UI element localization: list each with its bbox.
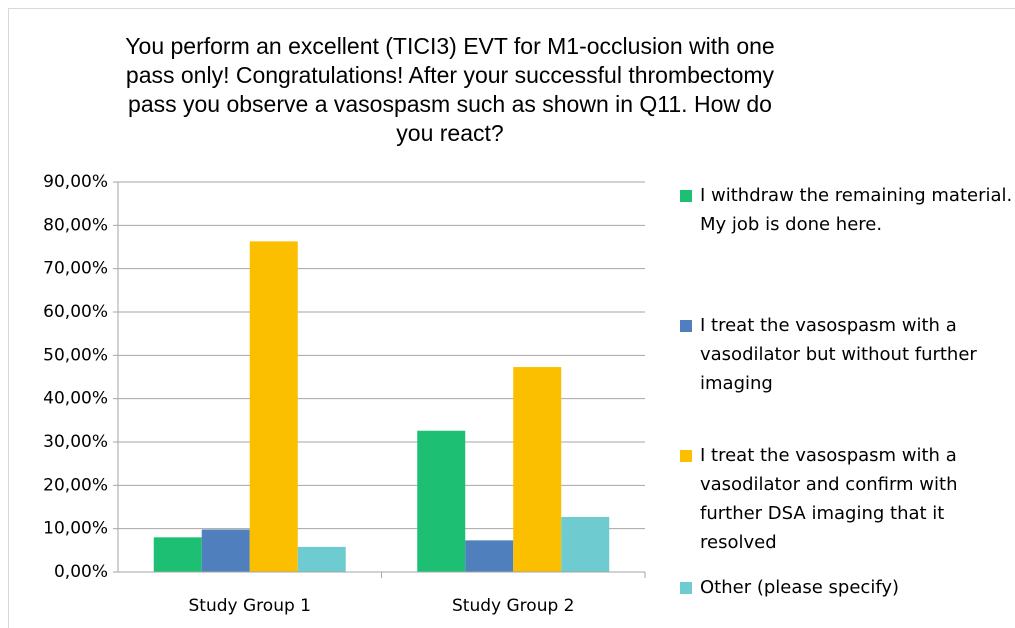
legend-entry: Other (please specify) xyxy=(680,573,1015,602)
x-tick-label: Study Group 1 xyxy=(189,596,311,616)
legend-swatch xyxy=(680,450,692,462)
y-tick-label: 30,00% xyxy=(43,432,108,452)
y-tick-label: 80,00% xyxy=(43,215,108,235)
y-tick-label: 50,00% xyxy=(43,345,108,365)
y-tick-label: 10,00% xyxy=(43,519,108,539)
legend-entry: I treat the vasospasm with a vasodilator… xyxy=(680,311,1015,398)
bar xyxy=(201,529,250,572)
bar xyxy=(297,546,346,572)
legend-entry: I treat the vasospasm with a vasodilator… xyxy=(680,441,1015,557)
chart-title: You perform an excellent (TICI3) EVT for… xyxy=(125,33,775,146)
legend-swatch xyxy=(680,582,692,594)
bar xyxy=(561,516,610,572)
y-tick-label: 40,00% xyxy=(43,389,108,409)
bar xyxy=(465,540,514,572)
bar xyxy=(153,537,202,572)
y-tick-label: 20,00% xyxy=(43,475,108,495)
bar xyxy=(417,430,466,572)
y-tick-label: 90,00% xyxy=(43,172,108,192)
frame xyxy=(8,8,1015,628)
legend-label: I treat the vasospasm with a vasodilator… xyxy=(700,315,977,394)
y-tick-label: 70,00% xyxy=(43,259,108,279)
legend-label: Other (please specify) xyxy=(700,577,900,598)
legend-swatch xyxy=(680,190,692,202)
legend-swatch xyxy=(680,320,692,332)
legend-label: I withdraw the remaining material. My jo… xyxy=(700,185,1013,235)
y-tick-label: 0,00% xyxy=(54,562,108,582)
x-tick-label: Study Group 2 xyxy=(452,596,574,616)
y-tick-label: 60,00% xyxy=(43,302,108,322)
legend-entry: I withdraw the remaining material. My jo… xyxy=(680,181,1015,239)
legend-label: I treat the vasospasm with a vasodilator… xyxy=(700,445,958,553)
bar xyxy=(513,367,562,572)
bar xyxy=(249,241,298,572)
